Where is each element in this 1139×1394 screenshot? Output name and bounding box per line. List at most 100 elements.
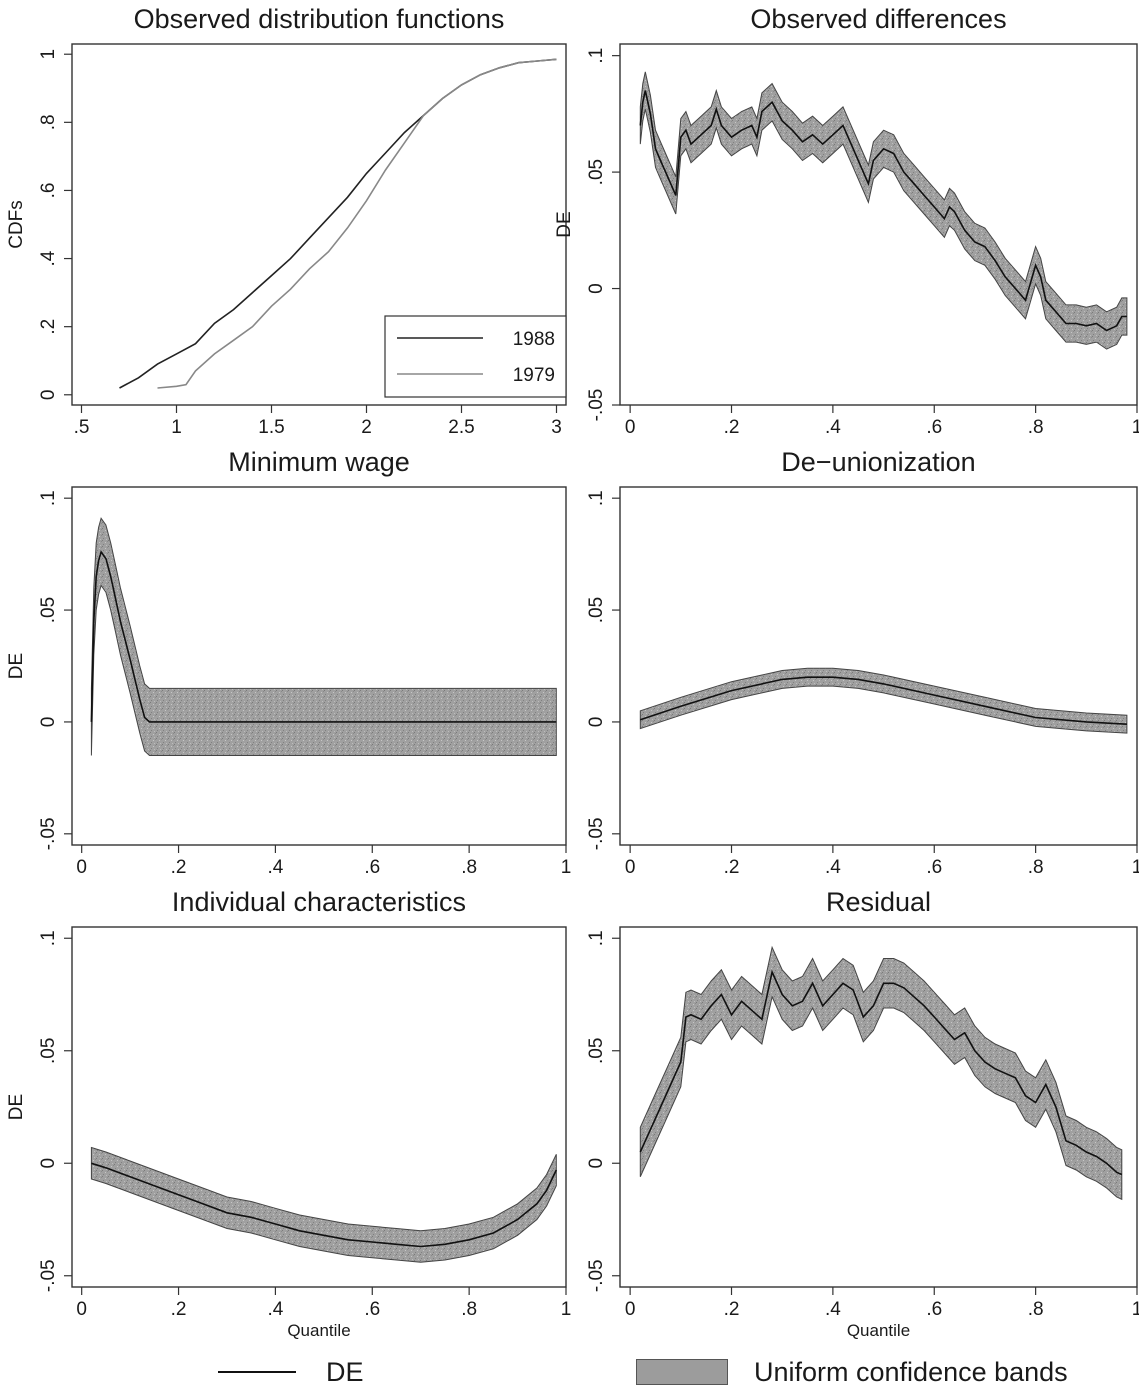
panel-title: Observed distribution functions bbox=[134, 4, 505, 34]
x-tick-label: .8 bbox=[461, 1299, 477, 1320]
x-tick-label: .5 bbox=[74, 417, 90, 438]
plot-area bbox=[90, 517, 557, 756]
plot-area bbox=[639, 945, 1123, 1201]
x-tick-label: 1 bbox=[1132, 857, 1139, 878]
legend-label-1979: 1979 bbox=[513, 365, 555, 386]
plot-frame bbox=[619, 486, 1138, 846]
y-tick-label: .05 bbox=[586, 597, 607, 623]
panel-title: Individual characteristics bbox=[172, 887, 466, 917]
plot-area bbox=[90, 1146, 558, 1263]
y-tick-label: -.05 bbox=[586, 817, 607, 850]
x-tick-label: 1 bbox=[1132, 1299, 1139, 1320]
x-tick-label: .2 bbox=[171, 1299, 187, 1320]
x-tick-label: .6 bbox=[926, 857, 942, 878]
y-tick-label: .2 bbox=[38, 319, 59, 335]
y-tick-label: 0 bbox=[38, 1158, 59, 1169]
x-tick-label: .8 bbox=[461, 857, 477, 878]
x-tick-label: 1.5 bbox=[258, 417, 284, 438]
x-tick-label: .6 bbox=[926, 417, 942, 438]
panel-title: Minimum wage bbox=[228, 447, 410, 477]
legend-bands: Uniform confidence bands bbox=[636, 1356, 1068, 1388]
x-tick-label: .8 bbox=[1028, 417, 1044, 438]
plot-area bbox=[639, 71, 1128, 350]
y-tick-label: .05 bbox=[586, 1038, 607, 1064]
panel-2: Observed differences 0 .2 .4 .6 .8 1 -.05 0 .05 .1… bbox=[554, 4, 1139, 438]
y-axis-label: DE bbox=[6, 1094, 27, 1120]
y-axis-label: DE bbox=[554, 211, 575, 237]
x-tick-label: .4 bbox=[825, 1299, 841, 1320]
x-tick-label: 1 bbox=[561, 1299, 572, 1320]
y-axis-label: DE bbox=[6, 653, 27, 679]
x-tick-label: .8 bbox=[1028, 1299, 1044, 1320]
y-tick-label: 1 bbox=[38, 49, 59, 60]
y-tick-label: -.05 bbox=[586, 389, 607, 422]
x-tick-label: .6 bbox=[364, 857, 380, 878]
x-tick-label: 0 bbox=[76, 857, 87, 878]
y-tick-label: 0 bbox=[586, 1158, 607, 1169]
legend-band-swatch bbox=[636, 1359, 728, 1385]
y-tick-label: .05 bbox=[586, 159, 607, 185]
x-tick-label: .6 bbox=[364, 1299, 380, 1320]
de-line bbox=[639, 90, 1127, 332]
confidence-band bbox=[90, 517, 557, 756]
panel-1: Observed distribution functions .5 1 1.5 2 2.… bbox=[6, 4, 567, 438]
legend-de: DE bbox=[218, 1356, 364, 1388]
de-line bbox=[90, 550, 557, 723]
panel-title: Residual bbox=[826, 887, 931, 917]
plot-frame bbox=[71, 486, 567, 846]
confidence-band bbox=[639, 945, 1123, 1201]
confidence-band bbox=[90, 1146, 557, 1263]
y-tick-label: .05 bbox=[38, 597, 59, 623]
panel-5: Individual characteristics 0 .2 .4 .6 .8 1 -.05… bbox=[6, 887, 571, 1340]
plot-area bbox=[119, 58, 557, 389]
y-tick-label: -.05 bbox=[38, 1259, 59, 1292]
y-tick-label: 0 bbox=[38, 717, 59, 728]
y-tick-label: .1 bbox=[586, 930, 607, 946]
x-tick-label: .4 bbox=[825, 857, 841, 878]
y-tick-label: 0 bbox=[586, 283, 607, 294]
x-axis-label: Quantile bbox=[287, 1321, 350, 1340]
x-tick-label: .2 bbox=[724, 417, 740, 438]
y-tick-label: .1 bbox=[38, 930, 59, 946]
plot-frame bbox=[619, 43, 1138, 406]
cdf-legend: 1988 1979 bbox=[384, 315, 567, 398]
x-tick-label: 1 bbox=[561, 857, 572, 878]
x-tick-label: .8 bbox=[1028, 857, 1044, 878]
y-tick-label: 0 bbox=[38, 389, 59, 400]
cdf-legend-box bbox=[384, 315, 567, 398]
x-tick-label: .6 bbox=[926, 1299, 942, 1320]
x-tick-label: .4 bbox=[267, 1299, 283, 1320]
panel-4: De−unionization 0 .2 .4 .6 .8 1 -.05 0 .05 .1 bbox=[586, 447, 1139, 878]
x-tick-label: 3 bbox=[551, 417, 562, 438]
panel-3: Minimum wage 0 .2 .4 .6 .8 1 -.05 0 .05 .1 DE bbox=[6, 447, 571, 878]
x-axis-label: Quantile bbox=[847, 1321, 910, 1340]
y-tick-label: .1 bbox=[38, 490, 59, 506]
x-tick-label: 0 bbox=[76, 1299, 87, 1320]
de-line bbox=[639, 969, 1123, 1176]
y-tick-label: .6 bbox=[38, 183, 59, 199]
legend-label-1988: 1988 bbox=[513, 329, 555, 350]
y-axis-label: CDFs bbox=[6, 200, 27, 249]
legend-band-label: Uniform confidence bands bbox=[754, 1356, 1068, 1387]
panel-6: Residual 0 .2 .4 .6 .8 1 -.05 0 .05 .1 Quantile bbox=[586, 887, 1139, 1340]
y-tick-label: .8 bbox=[38, 114, 59, 130]
x-tick-label: 1 bbox=[1132, 417, 1139, 438]
x-tick-label: .4 bbox=[825, 417, 841, 438]
panel-title: Observed differences bbox=[750, 4, 1006, 34]
panel-title: De−unionization bbox=[781, 447, 975, 477]
x-tick-label: .2 bbox=[724, 857, 740, 878]
x-tick-label: 0 bbox=[625, 1299, 636, 1320]
x-tick-label: 2.5 bbox=[448, 417, 474, 438]
x-tick-label: 0 bbox=[625, 857, 636, 878]
x-tick-label: .2 bbox=[724, 1299, 740, 1320]
x-tick-label: .2 bbox=[171, 857, 187, 878]
y-tick-label: -.05 bbox=[586, 1259, 607, 1292]
confidence-band bbox=[639, 71, 1128, 350]
de-line bbox=[91, 1162, 558, 1248]
y-tick-label: 0 bbox=[586, 717, 607, 728]
y-tick-label: -.05 bbox=[38, 817, 59, 850]
legend-de-label: DE bbox=[326, 1356, 364, 1387]
cdf-line-1979 bbox=[157, 58, 557, 389]
y-tick-label: .1 bbox=[586, 490, 607, 506]
